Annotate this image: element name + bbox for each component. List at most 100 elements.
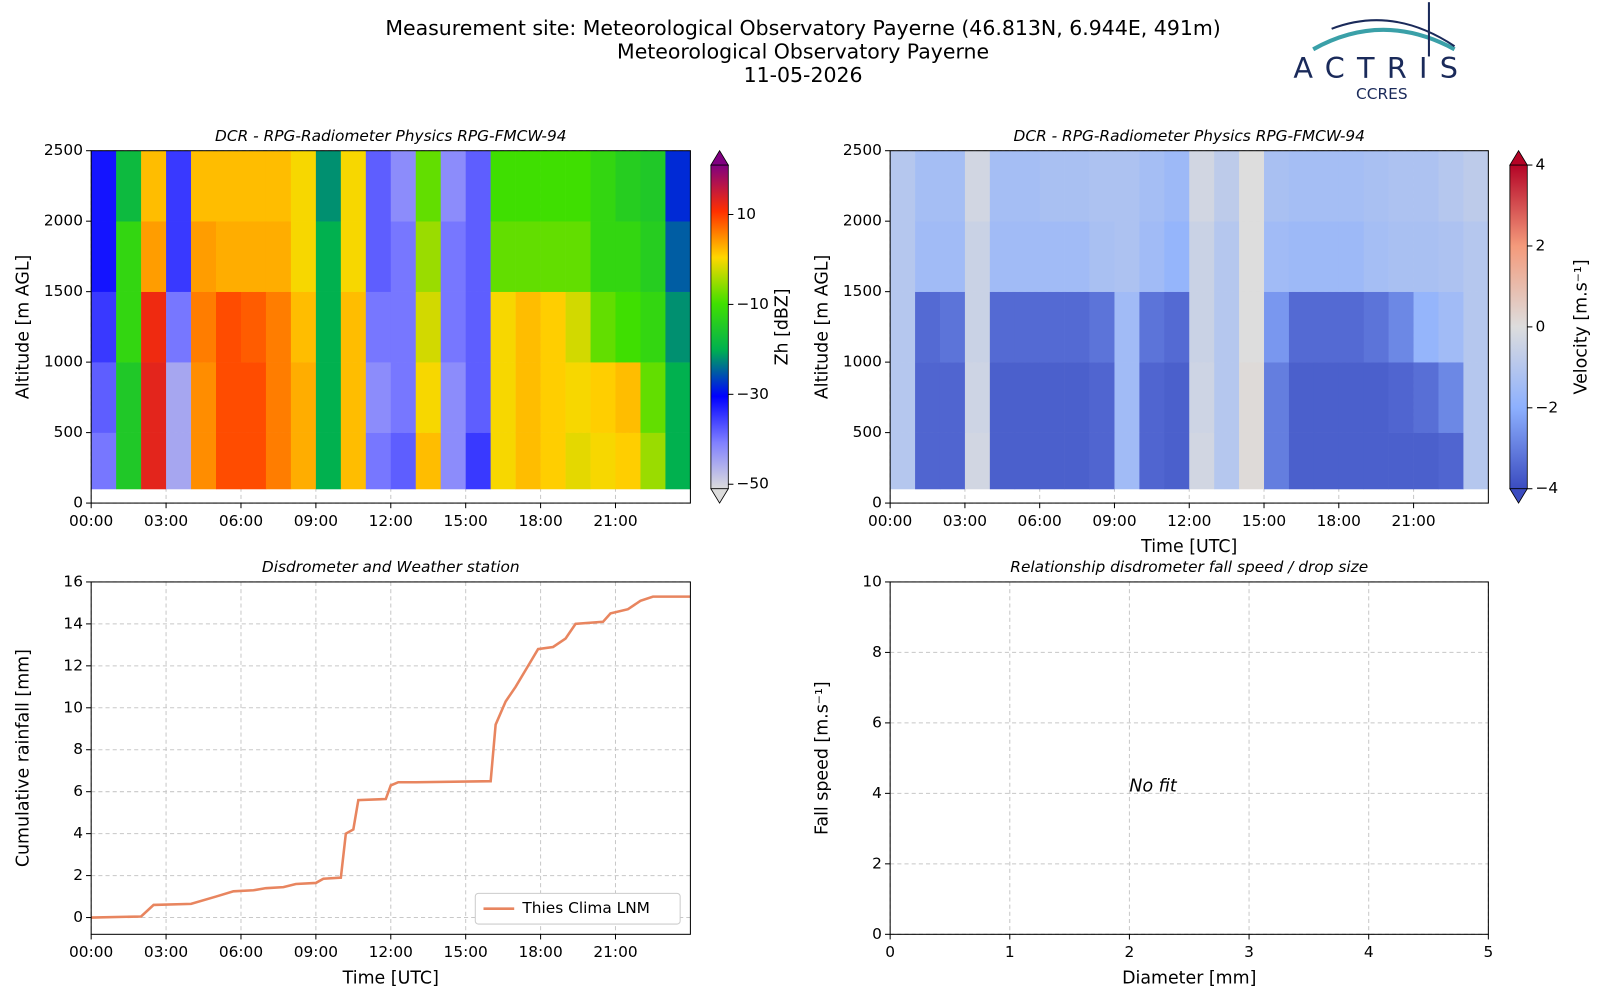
heatmap-cell [1338,221,1365,292]
x-tick-label: 21:00 [1391,512,1435,530]
y-tick-label: 6 [73,782,83,800]
heatmap-cell [565,362,591,433]
heatmap-cell [191,362,217,433]
heatmap-cell [216,150,242,222]
heatmap-cell [1288,291,1315,363]
heatmap-cell [515,150,541,222]
heatmap-cell [490,291,516,363]
heatmap-cell [1089,150,1115,222]
heatmap-cell [640,150,666,222]
heatmap-cell [166,362,192,433]
x-tick-label: 15:00 [444,943,488,961]
x-tick-label: 18:00 [518,943,562,961]
heatmap-cell [939,291,966,363]
heatmap-cell [390,150,417,222]
colorbar-tick-label: 4 [1535,156,1545,174]
colorbar-tick-label: 2 [1535,236,1545,254]
y-tick-label: 6 [872,713,882,731]
x-tick-label: 21:00 [593,512,637,530]
heatmap-cell [989,150,1016,222]
heatmap-cell [1264,291,1290,363]
heatmap-cell [1413,221,1439,292]
heatmap-cell [340,150,367,222]
x-tick-label: 18:00 [1317,512,1361,530]
x-tick-label: 0 [885,943,895,961]
heatmap-cell [1189,221,1215,292]
heatmap-cell [340,291,367,363]
heatmap-cell [116,432,142,490]
heatmap-cell [1438,221,1464,292]
heatmap-cell [665,221,691,292]
heatmap-cell [365,432,392,490]
colorbar-extend [1509,488,1529,504]
x-tick-label: 4 [1364,943,1374,961]
heatmap-cell [1139,362,1165,433]
heatmap-cell [1139,221,1165,292]
x-tick-label: 06:00 [219,512,263,530]
heatmap-cell [665,362,691,433]
x-tick-label: 5 [1483,943,1493,961]
heatmap-cell [365,221,392,292]
heatmap-cell [141,150,167,222]
heatmap-cell [191,150,217,222]
heatmap-cell [440,221,466,292]
heatmap-cell [915,221,941,292]
heatmap-cell [1239,432,1265,490]
heatmap-cell [1363,150,1389,222]
y-axis-label: Altitude [m AGL] [813,255,833,399]
heatmap-cell [964,150,991,222]
heatmap-cell [1438,291,1464,363]
heatmap-cell [465,150,491,222]
heatmap-cell [640,432,666,490]
heatmap-cell [615,291,641,363]
heatmap-cell [665,150,691,222]
heatmap-cell [1438,432,1464,490]
y-tick-label: 500 [853,423,882,441]
heatmap-cell [265,362,292,433]
heatmap-cell [1313,150,1340,222]
y-tick-label: 10 [63,698,83,716]
heatmap-cell [1064,150,1090,222]
heatmap-cell [964,432,991,490]
axis-title: DCR - RPG-Radiometer Physics RPG-FMCW-94 [215,127,566,145]
heatmap-cell [290,362,317,433]
heatmap-cell [490,221,516,292]
heatmap-cell [465,362,491,433]
heatmap-cell [964,362,991,433]
line-series [91,595,691,919]
heatmap-cell [1189,291,1215,363]
heatmap-cell [1039,291,1065,363]
heatmap-cell [1239,221,1265,292]
heatmap-cell [939,150,966,222]
heatmap-cell [540,362,566,433]
heatmap-cell [166,221,192,292]
x-tick-label: 00:00 [868,512,912,530]
heatmap-cell [665,291,691,363]
heatmap-cell [964,291,991,363]
heatmap-cell [1064,362,1090,433]
y-tick-label: 10 [862,572,882,590]
heatmap-cell [615,432,641,490]
heatmap-cell [91,362,117,433]
y-tick-label: 2000 [843,212,882,230]
heatmap-cell [565,432,591,490]
heatmap-cell [540,150,566,222]
y-tick-label: 2500 [44,141,83,159]
heatmap-cell [1014,432,1040,490]
heatmap-cell [1089,291,1115,363]
heatmap-cell [989,221,1016,292]
colorbar [1509,164,1528,490]
heatmap-cell [1388,291,1414,363]
heatmap-cell [1338,291,1365,363]
heatmap-cell [1413,150,1439,222]
x-tick-label: 00:00 [69,512,113,530]
heatmap-cell [1413,291,1439,363]
heatmap-cell [1139,432,1165,490]
heatmap-cell [1014,362,1040,433]
heatmap-cell [540,221,566,292]
colorbar-tick-label: −50 [736,475,768,493]
colorbar-tick-label: 10 [736,205,756,223]
heatmap-cell [540,432,566,490]
heatmap-cell [415,150,442,222]
